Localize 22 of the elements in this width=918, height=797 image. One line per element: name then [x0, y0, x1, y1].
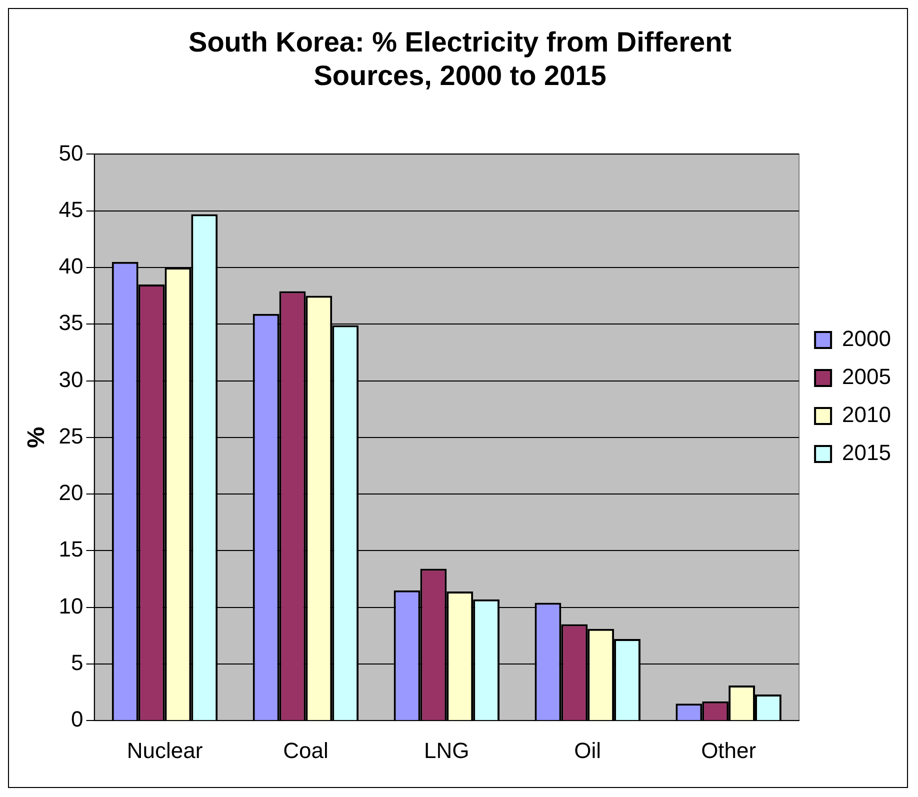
legend-label: 2000 [842, 326, 892, 352]
x-tick-label: Oil [574, 738, 602, 763]
x-tick-label: Nuclear [126, 738, 203, 763]
x-tick-label: Other [701, 738, 756, 763]
y-tick-label: 15 [58, 536, 84, 562]
y-tick-label: 25 [58, 423, 84, 448]
y-tick-label: 20 [58, 480, 84, 506]
y-tick-label: 5 [71, 650, 84, 676]
chart-title: South Korea: % Electricity from Different Sources, 2000 to 2015 [188, 26, 732, 92]
y-tick-label: 0 [71, 706, 84, 732]
legend-label: 2010 [842, 402, 892, 428]
legend-label: 2015 [842, 440, 892, 466]
y-tick-label: 10 [58, 593, 84, 618]
y-tick-label: 50 [58, 140, 84, 166]
legend-label: 2005 [842, 364, 892, 390]
y-tick-label: 35 [58, 310, 84, 336]
y-tick-label: 30 [58, 366, 84, 392]
x-tick-label: Coal [283, 738, 328, 763]
y-tick-label: 45 [58, 196, 84, 222]
y-axis-title: % [23, 426, 50, 448]
x-tick-label: LNG [424, 738, 470, 763]
y-tick-label: 40 [58, 254, 84, 279]
